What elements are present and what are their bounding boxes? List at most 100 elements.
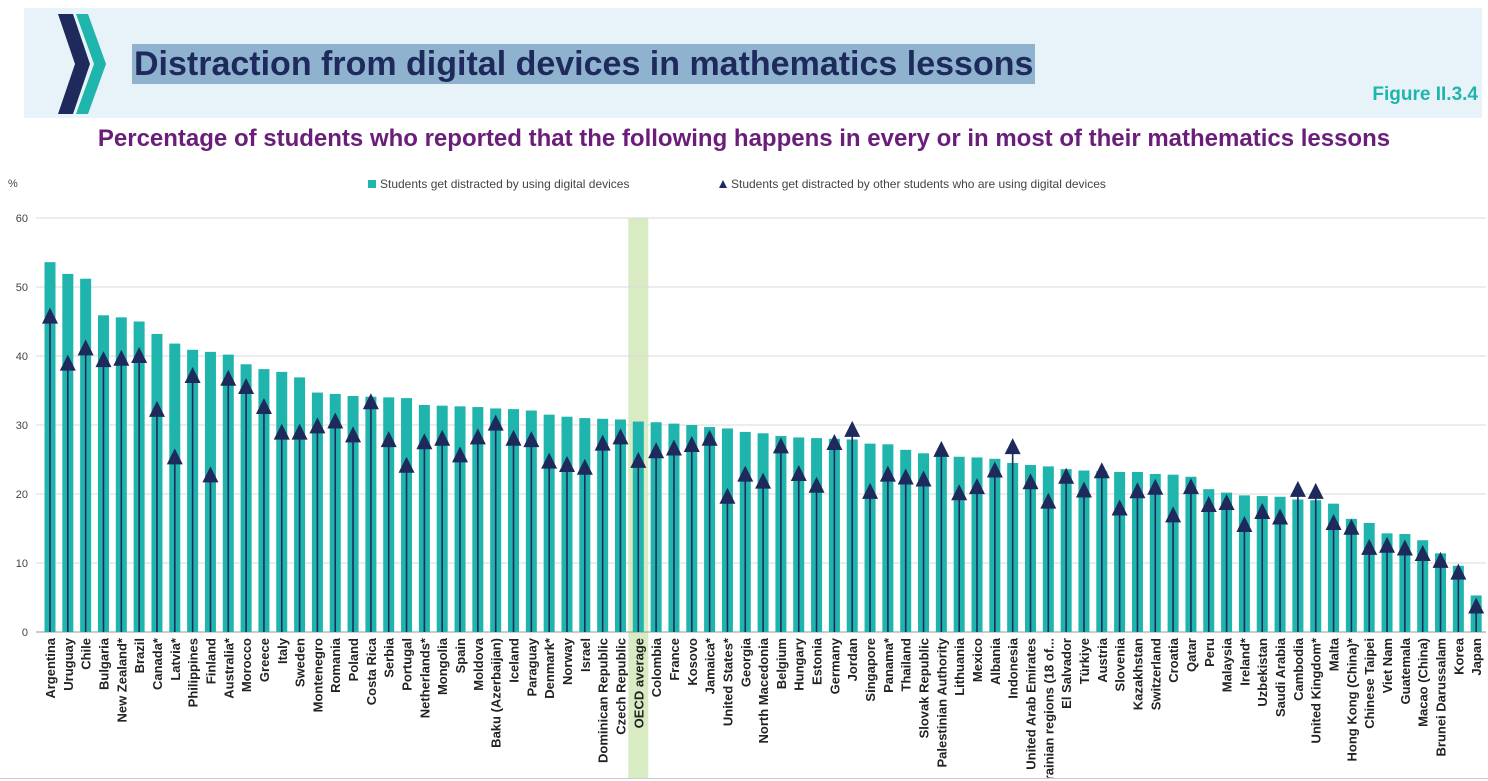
x-tick-label: Bulgaria xyxy=(96,637,111,690)
triangle-marker xyxy=(648,442,665,459)
triangle-marker xyxy=(1182,478,1199,495)
triangle-marker xyxy=(362,393,379,410)
y-axis-unit: % xyxy=(8,178,18,190)
triangle-marker xyxy=(1040,492,1057,509)
triangle-marker xyxy=(398,456,415,473)
x-tick-label: Iceland xyxy=(507,638,522,683)
triangle-marker xyxy=(701,429,718,446)
triangle-marker xyxy=(1147,478,1164,495)
triangle-marker xyxy=(665,439,682,456)
x-tick-label: Slovak Republic xyxy=(917,638,932,738)
triangle-marker xyxy=(1432,551,1449,568)
x-tick-label: Cambodia xyxy=(1291,637,1306,701)
triangle-marker xyxy=(1325,513,1342,530)
x-tick-label: OECD average xyxy=(631,638,646,728)
x-tick-label: Kosovo xyxy=(685,638,700,686)
triangle-marker xyxy=(683,436,700,453)
legend-bar-swatch xyxy=(368,180,376,188)
x-tick-label: Sweden xyxy=(293,638,308,687)
triangle-marker xyxy=(1200,496,1217,513)
triangle-marker xyxy=(77,339,94,356)
triangle-marker xyxy=(327,412,344,429)
y-tick-label: 40 xyxy=(16,351,28,363)
triangle-marker xyxy=(1111,499,1128,516)
x-tick-label: Austria xyxy=(1095,637,1110,683)
y-tick-label: 50 xyxy=(16,282,28,294)
legend-marker-label: Students get distracted by other student… xyxy=(731,177,1106,191)
x-tick-label: Georgia xyxy=(738,637,753,687)
x-tick-label: Paraguay xyxy=(524,637,539,696)
x-tick-label: Moldova xyxy=(471,637,486,690)
x-tick-label: Brazil xyxy=(132,638,147,673)
bar-chart: 0 10 20 30 40 50 60 Argentina Uruguay Chile Bulgar… xyxy=(16,213,1486,778)
x-tick-label: Denmark* xyxy=(542,637,557,699)
x-tick-label: Argentina xyxy=(43,637,58,698)
triangle-marker xyxy=(59,354,76,371)
triangle-marker xyxy=(238,378,255,395)
x-tick-label: Morocco xyxy=(239,638,254,692)
x-tick-label: Uruguay xyxy=(61,637,76,691)
triangle-marker xyxy=(309,417,326,434)
x-tick-label: Albania xyxy=(988,637,1003,685)
triangle-marker xyxy=(897,468,914,485)
triangle-marker xyxy=(273,423,290,440)
x-tick-label: North Macedonia xyxy=(756,637,771,743)
x-tick-label: Indonesia xyxy=(1006,637,1021,698)
triangle-marker xyxy=(1093,462,1110,479)
triangle-marker xyxy=(1414,545,1431,562)
triangle-marker xyxy=(452,446,469,463)
x-tick-label: Finland xyxy=(203,638,218,684)
triangle-marker xyxy=(148,400,165,417)
x-tick-label: Baku (Azerbaijan) xyxy=(489,638,504,748)
x-tick-label: Saudi Arabia xyxy=(1273,637,1288,717)
triangle-marker xyxy=(790,464,807,481)
x-tick-label: United Arab Emirates xyxy=(1023,638,1038,770)
legend-triangle-icon xyxy=(719,180,727,188)
triangle-marker xyxy=(933,440,950,457)
chart-subtitle: Percentage of students who reported that… xyxy=(97,125,1391,152)
x-tick-label: Peru xyxy=(1202,638,1217,667)
x-tick-label: Uzbekistan xyxy=(1255,638,1270,707)
triangle-marker xyxy=(1165,506,1182,523)
x-tick-label: Switzerland xyxy=(1148,638,1163,710)
x-tick-label: Thailand xyxy=(899,638,914,692)
x-tick-label: New Zealand* xyxy=(114,637,129,722)
x-tick-label: Jamaica* xyxy=(703,637,718,694)
x-tick-label: Viet Nam xyxy=(1380,638,1395,693)
triangle-marker xyxy=(558,456,575,473)
x-tick-label: Italy xyxy=(275,637,290,664)
x-tick-label: Panama* xyxy=(881,637,896,693)
x-tick-label: Chile xyxy=(79,638,94,670)
x-tick-label: Romania xyxy=(328,637,343,693)
triangle-marker xyxy=(1022,473,1039,490)
triangle-marker xyxy=(576,458,593,475)
triangle-marker xyxy=(184,367,201,384)
triangle-marker xyxy=(915,470,932,487)
triangle-marker xyxy=(1343,518,1360,535)
triangle-marker xyxy=(1075,481,1092,498)
triangle-marker xyxy=(1236,516,1253,533)
triangle-marker xyxy=(969,478,986,495)
triangle-marker xyxy=(826,433,843,450)
x-tick-label: Slovenia xyxy=(1113,637,1128,691)
x-tick-label: United States* xyxy=(720,637,735,726)
x-tick-label: Latvia* xyxy=(168,637,183,681)
x-tick-label: Costa Rica xyxy=(364,637,379,705)
triangle-marker xyxy=(951,484,968,501)
x-tick-label: Mongolia xyxy=(435,637,450,695)
triangle-marker xyxy=(1272,508,1289,525)
x-tick-label: Chinese Taipei xyxy=(1362,638,1377,729)
x-tick-label: Norway xyxy=(560,637,575,685)
x-tick-label: Korea xyxy=(1451,637,1466,675)
x-tick-label: Singapore xyxy=(863,638,878,702)
x-tick-label: United Kingdom* xyxy=(1309,637,1324,743)
triangle-marker xyxy=(345,426,362,443)
x-tick-label: Greece xyxy=(257,638,272,682)
x-tick-label: El Salvador xyxy=(1059,638,1074,709)
x-tick-label: Israel xyxy=(578,638,593,672)
x-tick-label: Montenegro xyxy=(310,638,325,712)
triangle-marker xyxy=(755,472,772,489)
triangle-marker xyxy=(1004,438,1021,455)
triangle-marker xyxy=(202,466,219,483)
triangle-marker xyxy=(380,431,397,448)
